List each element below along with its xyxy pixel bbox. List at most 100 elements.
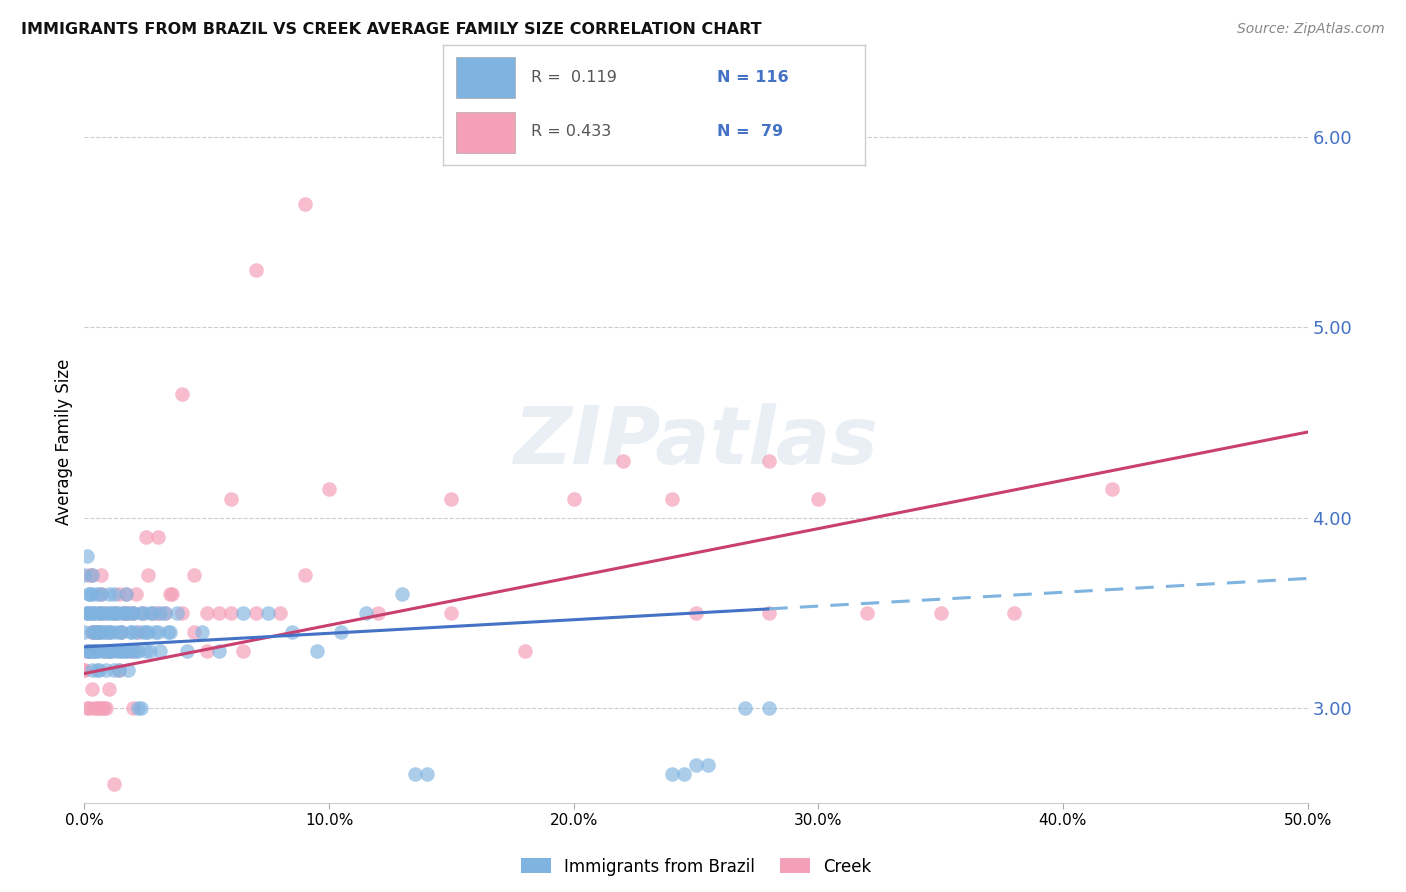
Point xyxy=(80,681,103,696)
Point xyxy=(112,606,135,620)
Point xyxy=(112,606,135,620)
Point xyxy=(120,624,142,639)
Point xyxy=(80,624,103,639)
Legend: Immigrants from Brazil, Creek: Immigrants from Brazil, Creek xyxy=(515,851,877,882)
Point xyxy=(83,643,105,657)
Point xyxy=(294,197,316,211)
Point xyxy=(105,624,128,639)
Point xyxy=(93,700,115,714)
Point xyxy=(77,587,100,601)
Point xyxy=(107,663,129,677)
Point xyxy=(513,643,536,657)
Point xyxy=(758,453,780,467)
Point xyxy=(1002,606,1025,620)
Point xyxy=(77,606,100,620)
Point xyxy=(87,624,110,639)
Point xyxy=(112,606,135,620)
Point xyxy=(93,643,115,657)
Point xyxy=(404,767,426,781)
Point xyxy=(367,606,389,620)
Point xyxy=(76,549,98,563)
Point xyxy=(149,643,172,657)
Point xyxy=(86,643,108,657)
Point xyxy=(97,587,120,601)
Point xyxy=(83,624,105,639)
Point xyxy=(87,643,110,657)
Point xyxy=(330,624,353,639)
Point xyxy=(142,606,165,620)
Point xyxy=(93,606,115,620)
Point xyxy=(354,606,377,620)
Point xyxy=(90,606,112,620)
Point xyxy=(139,606,162,620)
Point xyxy=(562,491,585,506)
Point xyxy=(80,643,103,657)
Point xyxy=(162,587,184,601)
Point xyxy=(856,606,879,620)
Point xyxy=(90,606,112,620)
Point xyxy=(117,606,139,620)
Point xyxy=(125,587,148,601)
Point xyxy=(76,606,98,620)
Point xyxy=(318,482,340,496)
Point xyxy=(807,491,830,506)
Point xyxy=(110,624,132,639)
Point xyxy=(90,587,112,601)
Bar xyxy=(456,57,515,97)
Point xyxy=(87,663,110,677)
Point xyxy=(176,643,198,657)
Bar xyxy=(456,112,515,153)
Point xyxy=(77,643,100,657)
Point xyxy=(232,606,254,620)
Point xyxy=(97,624,120,639)
Point xyxy=(672,767,695,781)
Point xyxy=(77,643,100,657)
Point xyxy=(112,643,135,657)
Point xyxy=(83,643,105,657)
Point xyxy=(107,606,129,620)
Point xyxy=(440,606,463,620)
Point xyxy=(96,700,118,714)
Point xyxy=(103,606,125,620)
Point xyxy=(100,606,122,620)
Point xyxy=(391,587,413,601)
Point xyxy=(122,606,145,620)
Point xyxy=(269,606,291,620)
Point xyxy=(734,700,756,714)
Point xyxy=(96,643,118,657)
Point xyxy=(80,606,103,620)
Point xyxy=(139,643,162,657)
Point xyxy=(281,624,304,639)
Point xyxy=(697,757,720,772)
Point xyxy=(127,700,149,714)
Point xyxy=(305,643,328,657)
Point xyxy=(73,663,96,677)
Point xyxy=(107,663,129,677)
Text: ZIPatlas: ZIPatlas xyxy=(513,402,879,481)
Text: R =  0.119: R = 0.119 xyxy=(531,70,617,85)
Point xyxy=(86,700,108,714)
Point xyxy=(73,663,96,677)
Point xyxy=(86,587,108,601)
Point xyxy=(159,587,181,601)
Point xyxy=(73,624,96,639)
Point xyxy=(96,606,118,620)
Point xyxy=(76,643,98,657)
Point xyxy=(117,606,139,620)
Point xyxy=(80,624,103,639)
Point xyxy=(127,624,149,639)
Point xyxy=(86,624,108,639)
Point xyxy=(135,643,157,657)
Point xyxy=(117,643,139,657)
Point xyxy=(129,700,152,714)
Point xyxy=(96,663,118,677)
Point xyxy=(219,606,242,620)
Point xyxy=(90,567,112,582)
Point xyxy=(146,624,169,639)
Point xyxy=(661,491,683,506)
Point xyxy=(191,624,214,639)
Point xyxy=(612,453,634,467)
Point xyxy=(136,624,159,639)
Point xyxy=(257,606,280,620)
Point xyxy=(440,491,463,506)
